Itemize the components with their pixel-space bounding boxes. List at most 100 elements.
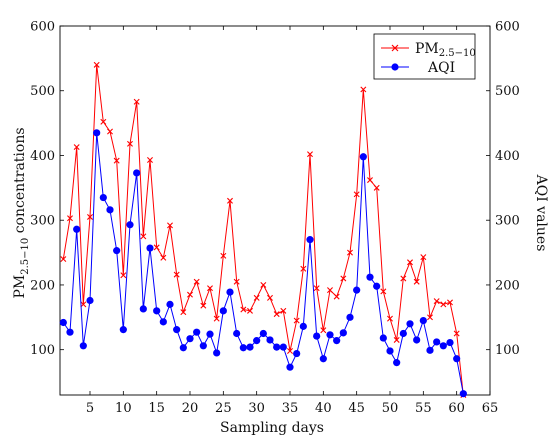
pm-point <box>260 281 267 288</box>
aqi-point <box>379 334 387 342</box>
pm-point <box>160 254 167 261</box>
legend-aqi-marker <box>391 63 399 71</box>
aqi-point <box>219 307 227 315</box>
y-axis-label-right: AQI values <box>533 174 549 252</box>
pm-point <box>133 98 140 105</box>
aqi-point <box>86 296 94 305</box>
legend-box <box>373 33 476 80</box>
aqi-point <box>259 329 267 338</box>
pm-point <box>93 61 100 68</box>
series-aqi-line <box>59 129 467 398</box>
pm-point <box>220 252 227 259</box>
pm-point <box>393 336 400 343</box>
pm-point <box>253 294 260 301</box>
pm-point <box>153 244 160 251</box>
aqi-point <box>393 359 401 367</box>
x-tick-label: 45 <box>348 401 365 416</box>
aqi-point <box>73 225 81 233</box>
pm-point <box>113 157 120 164</box>
aqi-polyline <box>62 132 464 394</box>
x-tick-label: 50 <box>382 401 399 416</box>
pm-point <box>67 215 73 222</box>
pm-point <box>293 317 300 324</box>
pm-point <box>400 275 407 282</box>
x-axis-label: Sampling days <box>220 420 324 436</box>
aqi-point <box>313 332 321 340</box>
pm-point <box>453 330 460 337</box>
pm-point <box>360 86 367 93</box>
aqi-point <box>286 363 294 371</box>
pm-point <box>333 293 340 300</box>
aqi-point <box>326 331 334 339</box>
y-axis-label-left: PM2.5−10 concentrations <box>12 127 31 298</box>
aqi-point <box>226 288 234 296</box>
y-tick-label-right: 600 <box>495 20 520 35</box>
pm-point <box>213 315 220 322</box>
aqi-point <box>186 335 194 343</box>
aqi-point <box>406 320 414 328</box>
aqi-point <box>266 336 274 344</box>
aqi-point <box>99 193 107 202</box>
x-tick-label: 35 <box>282 401 299 416</box>
pm-polyline <box>62 64 464 396</box>
x-tick-label: 10 <box>115 401 132 416</box>
y-tick-label-left: 300 <box>30 214 55 229</box>
aqi-point <box>413 336 421 344</box>
pm-point <box>60 256 67 263</box>
series-pm-line <box>60 61 467 398</box>
aqi-point <box>333 337 341 345</box>
aqi-point <box>399 329 407 338</box>
aqi-point <box>433 338 441 346</box>
pm-point <box>433 298 440 305</box>
aqi-point <box>366 273 374 281</box>
pm-point <box>80 301 87 308</box>
pm-point <box>227 197 233 204</box>
x-tick-label: 40 <box>315 401 332 416</box>
tick-labels: 5 10 15 20 25 30 35 40 45 50 55 60 65 100 100 200 200 300… <box>30 20 520 417</box>
pm-point <box>267 294 273 301</box>
aqi-point <box>239 344 247 352</box>
aqi-point <box>373 282 381 290</box>
aqi-point <box>179 344 187 352</box>
aqi-point <box>453 355 461 363</box>
aqi-point <box>253 337 261 345</box>
legend-pm-label: PM2.5−10 <box>415 41 476 59</box>
aqi-point <box>146 244 154 252</box>
pm-point <box>367 177 373 184</box>
aqi-point <box>199 342 207 350</box>
pm-point <box>100 118 107 125</box>
pm-point <box>353 191 360 198</box>
aqi-point <box>319 355 327 363</box>
aqi-point <box>126 221 134 229</box>
pm-point <box>307 151 313 158</box>
pm-point <box>87 213 93 220</box>
y-tick-label-left: 200 <box>30 278 55 293</box>
pm-point <box>167 222 173 229</box>
pm-point <box>287 347 293 354</box>
aqi-point <box>439 342 447 350</box>
y-tick-label-left: 100 <box>30 343 55 358</box>
pm-point <box>347 249 353 256</box>
x-tick-label: 55 <box>415 401 432 416</box>
aqi-point <box>279 343 287 351</box>
pm-point <box>173 271 180 278</box>
pm-point <box>147 157 153 163</box>
y-tick-label-right: 500 <box>495 84 520 99</box>
y-tick-label-right: 200 <box>495 278 520 293</box>
aqi-point <box>66 328 74 336</box>
y-tick-label-right: 100 <box>495 343 520 358</box>
pm-point <box>280 307 287 314</box>
pm-point <box>327 287 333 294</box>
y-tick-label-left: 500 <box>30 84 55 99</box>
aqi-point <box>59 318 67 327</box>
aqi-point <box>273 343 281 351</box>
aqi-point <box>113 247 121 255</box>
pm-point <box>120 272 127 279</box>
aqi-point <box>206 330 214 338</box>
aqi-point <box>339 329 347 337</box>
pm-point <box>193 278 200 285</box>
y-tick-label-right: 400 <box>495 149 520 164</box>
aqi-point <box>159 318 167 326</box>
aqi-point <box>306 236 314 244</box>
